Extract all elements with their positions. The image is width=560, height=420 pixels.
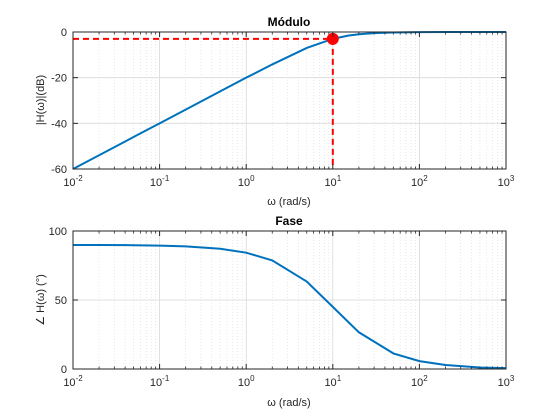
x-tick-label: 101: [324, 374, 341, 389]
y-tick-label: -60: [51, 164, 67, 176]
x-tick-label: 10-1: [150, 374, 170, 389]
phase-grid: [73, 231, 506, 369]
x-tick-label: 102: [411, 374, 428, 389]
magnitude-axes-frame: [72, 31, 507, 170]
magnitude-ticks: 10-2 10-1 100 101 102 103 0 -20 -40 -60: [51, 27, 515, 189]
phase-title: Fase: [275, 214, 303, 228]
x-tick-label: 10-2: [63, 174, 83, 189]
magnitude-reference-lines: [73, 37, 334, 169]
phase-ticks: 10-2 10-1 100 101 102 103 100 50 0: [49, 226, 515, 389]
magnitude-grid: [73, 32, 506, 169]
y-tick-label: -40: [51, 118, 67, 130]
x-tick-label: 100: [238, 374, 255, 389]
x-tick-label: 10-2: [63, 374, 83, 389]
y-tick-label: 0: [61, 27, 67, 39]
x-tick-label: 103: [498, 174, 515, 189]
x-tick-label: 103: [498, 374, 515, 389]
y-tick-label: -20: [51, 73, 67, 85]
phase-y-axis-label: ∠ H(ω) (°): [35, 274, 47, 326]
phase-plot: 10-2 10-1 100 101 102 103 100 50 0 Fase ω (rad/s…: [35, 214, 515, 409]
y-tick-label: 50: [55, 295, 67, 307]
x-tick-label: 100: [238, 174, 255, 189]
y-tick-label: 100: [49, 226, 67, 238]
x-tick-label: 101: [324, 174, 341, 189]
magnitude-title: Módulo: [268, 15, 311, 29]
phase-series-line: [73, 243, 507, 370]
phase-x-axis-label: ω (rad/s): [267, 397, 310, 409]
magnitude-plot: 10-2 10-1 100 101 102 103 0 -20 -40 -60 Módulo ω …: [35, 15, 515, 208]
magnitude-x-axis-label: ω (rad/s): [267, 196, 310, 208]
x-tick-label: 102: [411, 174, 428, 189]
magnitude-y-axis-label: |H(ω)|(dB): [35, 75, 47, 125]
magnitude-plot-area: [73, 32, 506, 169]
y-tick-label: 0: [61, 364, 67, 376]
x-tick-label: 10-1: [150, 174, 170, 189]
